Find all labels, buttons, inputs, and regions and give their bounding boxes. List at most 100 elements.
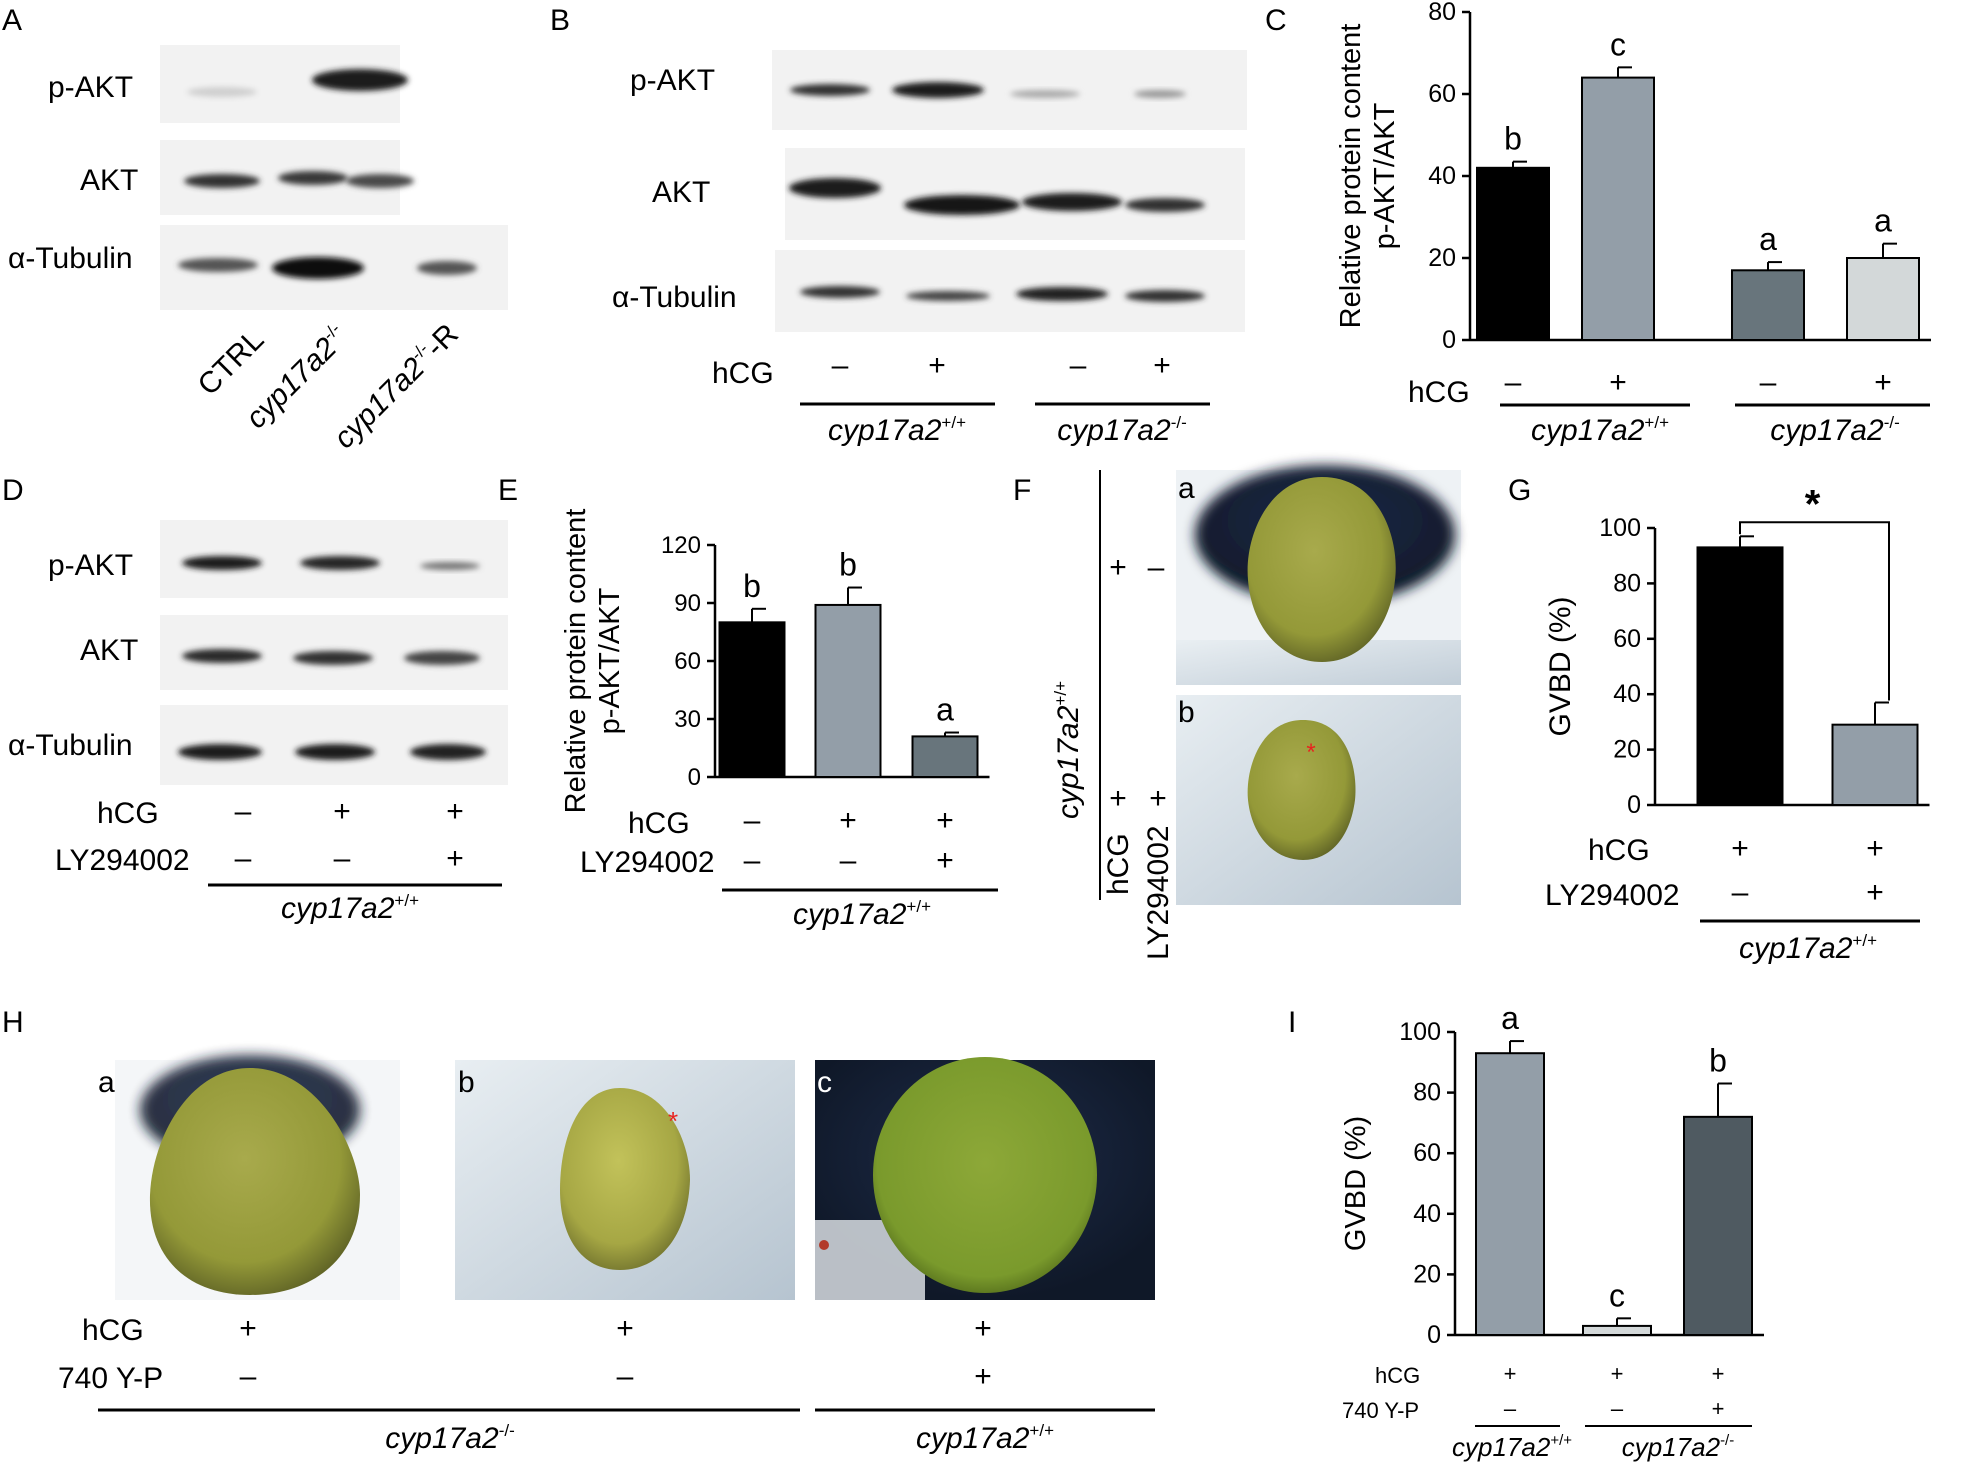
blot-b-label-tubulin: α-Tubulin [612,281,737,314]
blot-a-pakt [160,45,408,123]
chart-c: 0 20 40 60 80 Relative protein contentp-AKT/A… [1335,0,1931,354]
c-y-axis-label: Relative protein contentp-AKT/AKT [1335,24,1401,329]
i-significance-letter: c [1609,1277,1625,1313]
e-hcg-plus-1: + [839,804,857,837]
c-hcg-label: hCG [1408,376,1470,409]
c-hcg-plus-2: + [1874,366,1892,399]
g-group-label: cyp17a2+/+ [1739,931,1877,965]
e-hcg-minus: – [744,804,761,837]
lane-label-ctrl: CTRL [192,323,271,402]
i-hcg-label: hCG [1375,1363,1420,1388]
panel-label-i: I [1288,1006,1296,1039]
c-tick-label: 60 [1428,80,1456,108]
g-tick-label: 80 [1613,569,1641,597]
g-hcg-plus-1: + [1731,832,1749,865]
e-ly-label: LY294002 [580,846,715,879]
blot-d-pakt [160,520,508,598]
h-hcg-label: hCG [82,1314,144,1347]
i-bar [1683,1115,1753,1336]
g-tick-label: 20 [1613,736,1641,764]
i-tick-label: 20 [1413,1260,1441,1288]
h-micrograph-b [455,1060,795,1300]
blot-d-tubulin [160,705,508,785]
c-bar [1731,269,1805,341]
e-ly-minus-1: – [744,844,761,877]
h-group-label-wt: cyp17a2+/+ [916,1421,1054,1455]
c-bar [1846,257,1920,341]
f-row-b-ly-plus: + [1149,782,1167,815]
g-tick-label: 0 [1627,791,1641,819]
e-tick-label: 30 [674,706,701,733]
lane-label-ko-rescue: cyp17a2-/--R [327,317,465,455]
i-hcg-plus-2: + [1611,1361,1624,1386]
i-yp-plus: + [1712,1396,1725,1421]
d-ly-label: LY294002 [55,844,190,877]
blot-d-akt [160,615,508,690]
i-tick-label: 60 [1413,1139,1441,1167]
c-group-label-wt: cyp17a2+/+ [1531,413,1669,447]
d-hcg-plus-2: + [446,795,464,828]
h-micrograph-a-letter: a [98,1066,115,1099]
d-ly-minus-2: – [334,842,351,875]
blot-b-label-akt: AKT [652,176,710,209]
blot-a-akt [160,140,414,215]
b-group-label-wt: cyp17a2+/+ [828,413,966,447]
panel-label-a: A [2,4,22,37]
i-hcg-plus-1: + [1504,1361,1517,1386]
i-tick-label: 40 [1413,1200,1441,1228]
blot-d-label-tubulin: α-Tubulin [8,729,133,762]
blot-a-label-akt: AKT [80,164,138,197]
e-significance-letter: a [936,692,954,728]
b-hcg-label: hCG [712,357,774,390]
panel-label-e: E [498,474,518,507]
e-y-axis-label: Relative protein contentp-AKT/AKT [560,509,626,814]
e-significance-letter: b [743,568,761,604]
c-hcg-minus-2: – [1760,366,1777,399]
h-yp-plus: + [974,1360,992,1393]
e-tick-label: 120 [661,532,701,559]
g-ly-label: LY294002 [1545,879,1680,912]
h-micrograph-b-letter: b [458,1066,475,1099]
i-hcg-plus-3: + [1712,1361,1725,1386]
c-tick-label: 0 [1442,326,1456,354]
d-hcg-minus: – [235,795,252,828]
f-micrograph-a [1176,465,1461,685]
b-hcg-minus-2: – [1070,349,1087,382]
panel-label-b: B [550,4,570,37]
blot-b-akt [785,148,1245,240]
b-hcg-plus-1: + [928,349,946,382]
h-hcg-plus-3: + [974,1312,992,1345]
g-tick-label: 60 [1613,625,1641,653]
g-hcg-label: hCG [1588,834,1650,867]
e-group-label: cyp17a2+/+ [793,897,931,931]
i-y-axis-label: GVBD (%) [1340,1116,1372,1251]
c-bar [1581,76,1655,341]
h-hcg-plus-1: + [239,1312,257,1345]
i-yp-minus-2: – [1611,1396,1624,1421]
e-bar [911,735,979,779]
g-tick-label: 100 [1599,514,1641,542]
h-micrograph-c [815,1057,1155,1300]
c-significance-letter: c [1610,26,1626,62]
h-micrograph-b-gvbd-mark: * [668,1106,678,1136]
g-significance-bracket [1739,521,1890,701]
e-hcg-label: hCG [628,807,690,840]
f-micrograph-b [1176,695,1461,905]
d-ly-minus-1: – [235,842,252,875]
c-hcg-minus-1: – [1505,366,1522,399]
f-group-label: cyp17a2+/+ [1051,681,1085,819]
f-micrograph-b-letter: b [1178,696,1195,729]
e-bar [814,603,882,779]
blot-a-tubulin [160,225,508,310]
blot-b-pakt [772,50,1247,130]
i-bar [1582,1324,1652,1337]
c-tick-label: 40 [1428,162,1456,190]
h-yp-minus-2: – [617,1360,634,1393]
chart-g: 0 20 40 60 80 100 GVBD (%) * [1544,482,1930,819]
h-micrograph-a [115,1055,400,1300]
g-ly-plus: + [1866,876,1884,909]
blot-b-label-pakt: p-AKT [630,64,715,97]
f-row-a-ly-minus: – [1148,551,1165,584]
c-significance-letter: a [1874,203,1892,239]
i-yp-label: 740 Y-P [1342,1398,1419,1423]
